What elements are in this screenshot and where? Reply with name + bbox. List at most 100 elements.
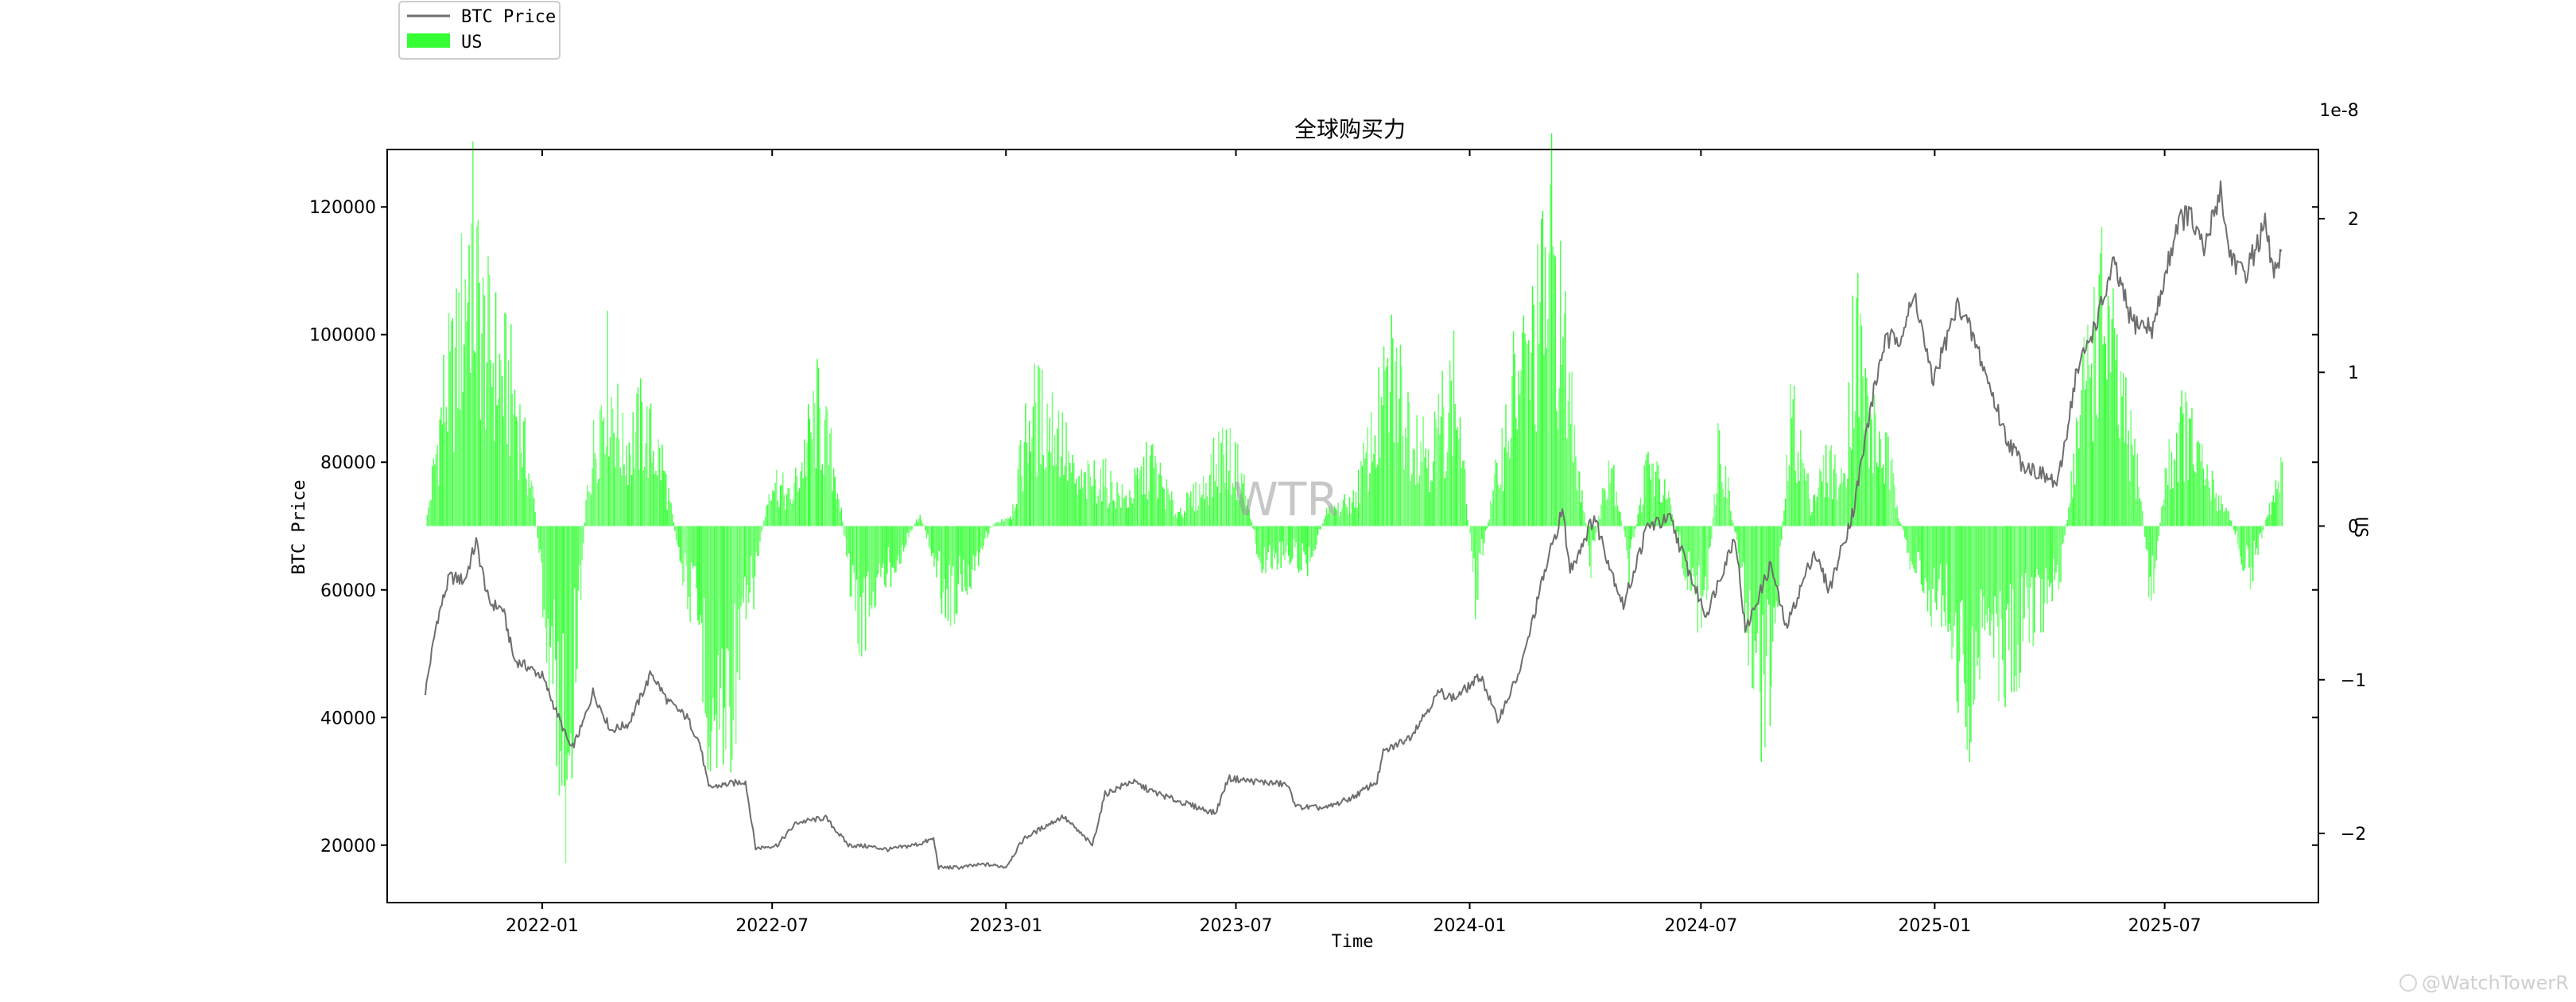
us-bar [1440, 416, 1442, 526]
us-bar [862, 526, 864, 593]
chart-title: 全球购买力 [1294, 116, 1406, 142]
us-bar [1516, 429, 1519, 526]
us-bar [514, 389, 516, 526]
us-bar [1616, 491, 1617, 526]
us-bar [726, 526, 728, 649]
us-bar [987, 526, 988, 538]
us-bar [1614, 506, 1616, 526]
us-bar [905, 526, 907, 546]
x-tick-label: 2022-01 [506, 916, 579, 936]
us-bar [1139, 470, 1141, 526]
us-bar [1395, 347, 1398, 526]
us-bar [1781, 526, 1783, 540]
us-bar [968, 526, 971, 587]
us-bar [1945, 526, 1946, 627]
us-bar [557, 526, 559, 642]
us-bar [1064, 465, 1066, 526]
us-bar [2173, 459, 2175, 526]
us-bar [656, 475, 658, 526]
us-bar [1068, 451, 1070, 526]
us-bar [1152, 444, 1154, 526]
us-bar [2074, 484, 2076, 526]
us-bar [454, 347, 456, 526]
us-bar [934, 526, 937, 559]
us-bar [641, 402, 643, 526]
us-bar [1752, 526, 1753, 689]
us-bar [2002, 526, 2004, 661]
us-bar [485, 429, 487, 526]
us-bar [839, 511, 841, 526]
us-bar [976, 526, 978, 551]
us-bar [1199, 484, 1201, 526]
us-bar [1749, 526, 1751, 590]
us-bar [1764, 526, 1766, 748]
us-bar [529, 487, 531, 526]
us-bar [1983, 526, 1984, 597]
us-bar [1607, 499, 1608, 526]
us-bar [1437, 394, 1440, 526]
us-bar [1457, 427, 1459, 526]
us-bar [541, 526, 542, 563]
us-bar [2201, 444, 2203, 526]
us-bar [666, 509, 669, 526]
us-bar [1746, 526, 1748, 634]
us-bar [1754, 526, 1755, 641]
us-bar [1319, 526, 1321, 530]
us-bar [1497, 484, 1499, 526]
us-bar [788, 487, 790, 526]
us-bar [1025, 403, 1026, 526]
us-bar [825, 406, 827, 526]
us-bar [1891, 457, 1893, 526]
x-tick-label: 2025-07 [2128, 916, 2202, 936]
us-bar [1665, 499, 1667, 526]
us-bar [828, 465, 830, 526]
us-bar [2207, 480, 2209, 526]
us-bar [1534, 424, 1536, 526]
us-bar [779, 485, 782, 526]
us-bar [834, 476, 836, 526]
us-bar [1831, 499, 1833, 526]
us-bar [1699, 526, 1701, 596]
us-bar [658, 448, 661, 526]
us-bar [1641, 511, 1643, 526]
us-bar [1877, 466, 1879, 526]
us-bar [1393, 442, 1395, 526]
us-bar [1449, 360, 1451, 526]
us-bar [1123, 497, 1126, 526]
us-bar [1763, 526, 1765, 675]
us-bar [2035, 526, 2037, 578]
us-bar [836, 493, 839, 526]
us-bar [674, 526, 676, 531]
us-bar [1796, 483, 1798, 526]
us-bar [1591, 526, 1593, 541]
us-bar [1290, 526, 1292, 562]
us-bar [2209, 487, 2211, 526]
us-bar [1539, 301, 1541, 526]
us-bar [1499, 487, 1500, 526]
us-bar [1159, 462, 1162, 526]
us-bar [942, 526, 944, 593]
us-bar [486, 362, 488, 526]
us-bar [1284, 526, 1286, 560]
us-bar [518, 480, 520, 526]
us-bar [1491, 503, 1493, 526]
us-bar [1666, 498, 1668, 526]
us-bar [1102, 459, 1104, 526]
us-bar [2211, 471, 2213, 526]
us-bar [2236, 526, 2237, 531]
us-bar [851, 526, 852, 597]
us-bar [1952, 526, 1954, 647]
y-axis-ticks: 20000 40000 60000 80000 100000 120000 [309, 198, 2318, 856]
us-bar [894, 526, 896, 573]
us-bar [2117, 425, 2120, 526]
us-bar [1092, 485, 1094, 526]
us-bar [2224, 511, 2226, 526]
us-bar [1880, 439, 1882, 526]
us-bar [1338, 515, 1340, 526]
us-bar [946, 526, 948, 589]
us-bar [1509, 458, 1511, 526]
us-bar [1886, 433, 1888, 526]
us-bar [984, 526, 986, 539]
us-bar [1095, 479, 1096, 526]
us-bar [1127, 507, 1128, 526]
